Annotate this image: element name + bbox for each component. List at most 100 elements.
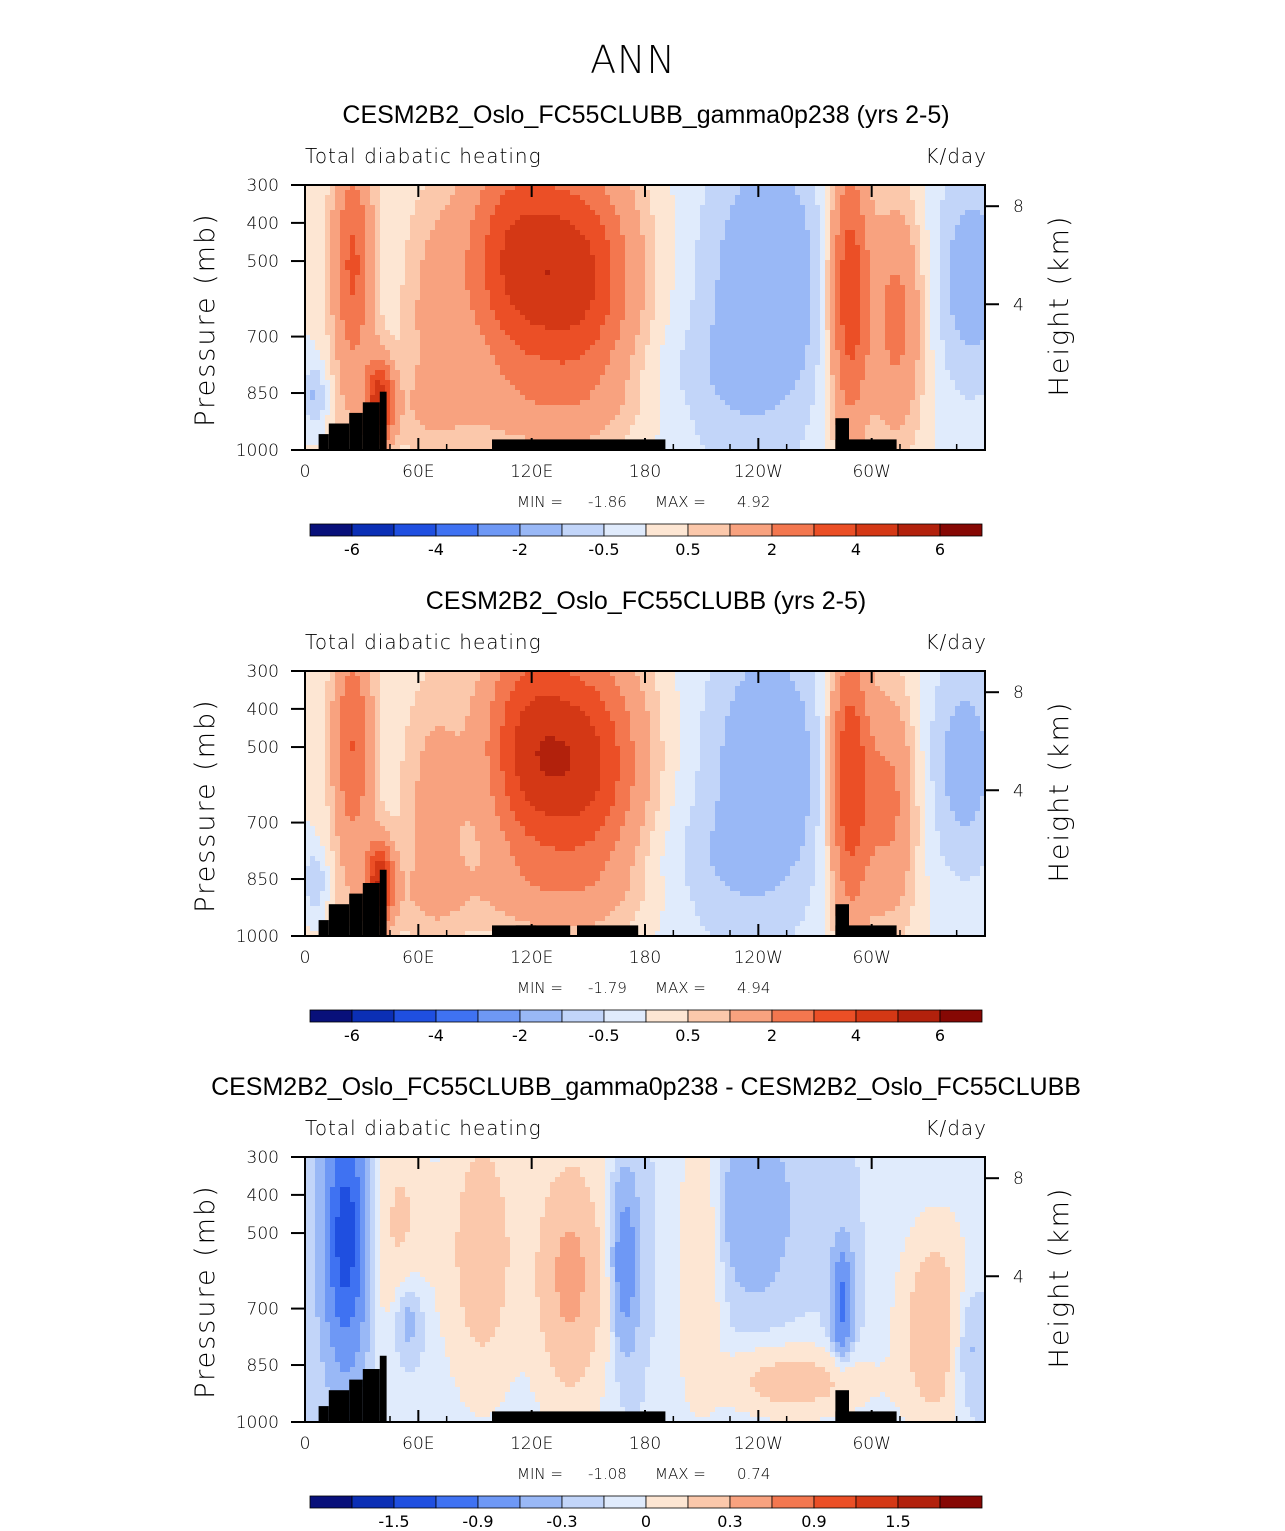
field-cell xyxy=(865,335,871,341)
field-cell xyxy=(860,300,866,306)
field-cell xyxy=(820,210,826,216)
field-cell xyxy=(760,345,766,351)
field-cell xyxy=(690,280,696,286)
field-cell xyxy=(350,365,356,371)
field-cell xyxy=(575,215,581,221)
field-cell xyxy=(665,225,671,231)
field-cell xyxy=(755,275,761,281)
field-cell xyxy=(745,195,751,201)
field-cell xyxy=(930,260,936,266)
field-cell xyxy=(355,300,361,306)
field-cell xyxy=(710,310,716,316)
field-cell xyxy=(700,250,706,256)
field-cell xyxy=(560,190,566,196)
field-cell xyxy=(950,360,956,366)
field-cell xyxy=(360,350,366,356)
field-cell xyxy=(705,190,711,196)
field-cell xyxy=(350,275,356,281)
field-cell xyxy=(660,285,666,291)
field-cell xyxy=(480,310,486,316)
field-cell xyxy=(430,270,436,276)
field-cell xyxy=(320,260,326,266)
field-cell xyxy=(570,280,576,286)
field-cell xyxy=(685,265,691,271)
field-cell xyxy=(380,190,386,196)
field-cell xyxy=(505,345,511,351)
field-cell xyxy=(590,260,596,266)
field-cell xyxy=(540,330,546,336)
field-cell xyxy=(475,310,481,316)
field-cell xyxy=(465,255,471,261)
field-cell xyxy=(845,360,851,366)
field-cell xyxy=(840,285,846,291)
field-cell xyxy=(535,185,541,191)
field-cell xyxy=(925,310,931,316)
field-cell xyxy=(905,320,911,326)
field-cell xyxy=(370,295,376,301)
field-cell xyxy=(390,330,396,336)
field-cell xyxy=(675,260,681,266)
field-cell xyxy=(880,225,886,231)
field-cell xyxy=(920,260,926,266)
field-cell xyxy=(660,330,666,336)
field-cell xyxy=(375,330,381,336)
field-cell xyxy=(430,365,436,371)
field-cell xyxy=(900,200,906,206)
field-cell xyxy=(460,250,466,256)
field-cell xyxy=(395,220,401,226)
field-cell xyxy=(615,270,621,276)
field-cell xyxy=(640,220,646,226)
field-cell xyxy=(315,235,321,241)
field-cell xyxy=(445,235,451,241)
field-cell xyxy=(570,185,576,191)
field-cell xyxy=(695,305,701,311)
field-cell xyxy=(635,295,641,301)
field-cell xyxy=(370,195,376,201)
field-cell xyxy=(550,360,556,366)
field-cell xyxy=(775,245,781,251)
field-cell xyxy=(400,350,406,356)
field-cell xyxy=(625,345,631,351)
field-cell xyxy=(970,190,976,196)
field-cell xyxy=(375,210,381,216)
field-cell xyxy=(385,290,391,296)
field-cell xyxy=(305,335,311,341)
field-cell xyxy=(385,340,391,346)
field-cell xyxy=(595,190,601,196)
field-cell xyxy=(915,280,921,286)
field-cell xyxy=(785,195,791,201)
field-cell xyxy=(695,265,701,271)
field-cell xyxy=(415,250,421,256)
field-cell xyxy=(330,290,336,296)
field-cell xyxy=(800,295,806,301)
field-cell xyxy=(360,330,366,336)
field-cell xyxy=(895,200,901,206)
field-cell xyxy=(395,190,401,196)
field-cell xyxy=(420,275,426,281)
field-cell xyxy=(630,360,636,366)
field-cell xyxy=(335,355,341,361)
field-cell xyxy=(590,205,596,211)
field-cell xyxy=(790,195,796,201)
field-cell xyxy=(595,215,601,221)
field-cell xyxy=(880,340,886,346)
field-cell xyxy=(655,345,661,351)
field-cell xyxy=(925,220,931,226)
field-cell xyxy=(415,360,421,366)
field-cell xyxy=(595,270,601,276)
field-cell xyxy=(500,200,506,206)
field-cell xyxy=(880,205,886,211)
field-cell xyxy=(590,220,596,226)
field-cell xyxy=(865,185,871,191)
field-cell xyxy=(765,335,771,341)
field-cell xyxy=(895,345,901,351)
field-cell xyxy=(615,310,621,316)
field-cell xyxy=(405,265,411,271)
field-cell xyxy=(535,355,541,361)
field-cell xyxy=(925,250,931,256)
field-cell xyxy=(430,190,436,196)
field-cell xyxy=(750,295,756,301)
field-cell xyxy=(310,265,316,271)
field-cell xyxy=(775,340,781,346)
field-cell xyxy=(940,320,946,326)
